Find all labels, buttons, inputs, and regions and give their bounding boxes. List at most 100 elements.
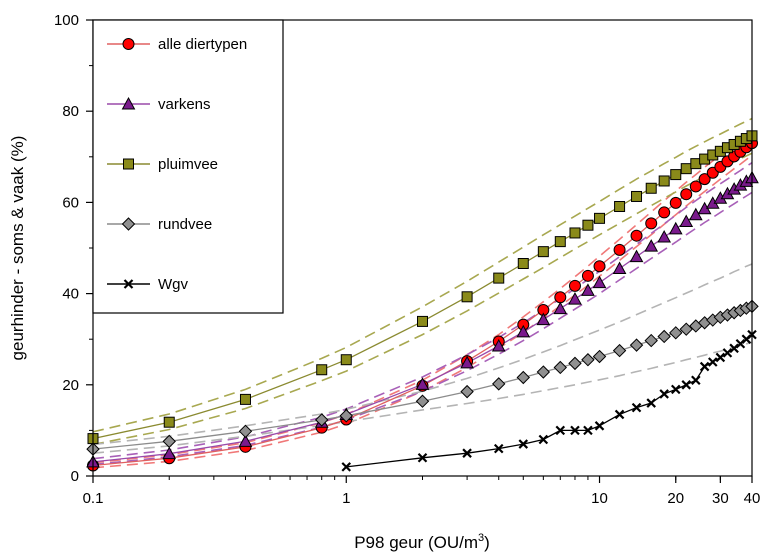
point-rundvee bbox=[536, 365, 551, 379]
point-pluimvee bbox=[340, 354, 352, 366]
point-pluimvee bbox=[658, 175, 670, 187]
point-varkens bbox=[629, 249, 644, 263]
point-pluimvee bbox=[680, 163, 692, 175]
point-alle-diertypen bbox=[669, 196, 682, 209]
point-alle-diertypen bbox=[698, 173, 711, 186]
band-upper-pluimvee bbox=[92, 117, 753, 433]
point-rundvee bbox=[568, 356, 582, 371]
legend-marker-wgv bbox=[123, 279, 134, 289]
point-pluimvee bbox=[582, 219, 594, 231]
point-rundvee bbox=[460, 384, 474, 399]
point-rundvee bbox=[657, 329, 671, 344]
point-rundvee bbox=[592, 349, 607, 364]
point-pluimvee bbox=[645, 182, 657, 194]
band-lower-alle-diertypen bbox=[92, 154, 753, 469]
point-rundvee bbox=[516, 370, 530, 385]
legend-marker-varkens bbox=[121, 96, 136, 110]
x-tick-label: 0.1 bbox=[83, 490, 104, 507]
point-varkens bbox=[536, 312, 551, 326]
legend: alle diertypen varkens pluimvee rundvee Wgv bbox=[92, 19, 284, 314]
point-alle-diertypen bbox=[645, 217, 658, 230]
point-wgv bbox=[493, 443, 504, 454]
point-rundvee bbox=[492, 377, 506, 391]
point-alle-diertypen bbox=[568, 279, 581, 292]
point-wgv bbox=[614, 409, 625, 420]
band-lower-rundvee bbox=[92, 341, 753, 454]
point-wgv bbox=[707, 357, 718, 367]
point-wgv bbox=[570, 425, 580, 436]
point-pluimvee bbox=[517, 258, 529, 270]
point-wgv bbox=[462, 448, 472, 458]
point-wgv bbox=[538, 434, 549, 445]
point-alle-diertypen bbox=[554, 291, 567, 304]
x-tick-label: 1 bbox=[342, 490, 350, 507]
point-varkens bbox=[553, 301, 568, 315]
legend-label-rundvee: rundvee bbox=[158, 216, 212, 233]
point-wgv bbox=[729, 343, 739, 354]
point-varkens bbox=[516, 324, 531, 338]
x-axis-title-superscript: 3 bbox=[478, 532, 484, 544]
point-pluimvee bbox=[417, 315, 428, 327]
point-rundvee bbox=[581, 353, 595, 367]
x-tick-label: 10 bbox=[591, 490, 608, 507]
point-alle-diertypen bbox=[581, 269, 594, 282]
x-tick-label: 20 bbox=[667, 490, 684, 507]
x-axis-title-main: P98 geur (OU/m bbox=[354, 533, 478, 552]
point-rundvee bbox=[315, 413, 329, 427]
point-varkens bbox=[568, 292, 582, 305]
point-pluimvee bbox=[239, 393, 251, 405]
point-varkens bbox=[612, 261, 627, 275]
point-rundvee bbox=[629, 338, 644, 352]
point-wgv bbox=[670, 384, 681, 395]
x-tick-label: 30 bbox=[712, 490, 729, 507]
band-upper-varkens bbox=[92, 162, 753, 460]
point-varkens bbox=[644, 239, 659, 252]
point-rundvee bbox=[679, 322, 693, 336]
point-varkens bbox=[668, 221, 683, 235]
point-pluimvee bbox=[493, 272, 505, 284]
legend-marker-rundvee bbox=[121, 217, 136, 231]
point-varkens bbox=[238, 434, 253, 447]
point-pluimvee bbox=[461, 291, 473, 303]
legend-marker-alle-diertypen bbox=[122, 38, 135, 50]
point-wgv bbox=[646, 398, 656, 408]
point-rundvee bbox=[553, 360, 567, 375]
point-pluimvee bbox=[631, 190, 643, 202]
point-pluimvee bbox=[569, 227, 581, 239]
band-lower-varkens bbox=[92, 191, 753, 466]
y-tick-label: 60 bbox=[62, 194, 79, 211]
point-wgv bbox=[631, 402, 642, 413]
point-pluimvee bbox=[537, 246, 549, 258]
point-pluimvee bbox=[163, 416, 175, 428]
point-alle-diertypen bbox=[593, 260, 606, 273]
series-markers bbox=[86, 130, 759, 472]
point-pluimvee bbox=[594, 212, 606, 224]
point-wgv bbox=[659, 389, 669, 399]
point-alle-diertypen bbox=[613, 243, 626, 256]
y-tick-label: 0 bbox=[71, 468, 79, 485]
point-alle-diertypen bbox=[680, 188, 693, 201]
point-wgv bbox=[594, 421, 605, 431]
point-wgv bbox=[583, 425, 593, 436]
point-wgv bbox=[699, 361, 710, 372]
x-tick-label: 40 bbox=[744, 490, 761, 507]
point-varkens bbox=[162, 446, 177, 460]
point-alle-diertypen bbox=[689, 180, 702, 193]
y-tick-label: 80 bbox=[62, 103, 79, 120]
point-rundvee bbox=[162, 434, 176, 449]
y-axis-title: geurhinder - soms & vaak (%) bbox=[8, 136, 27, 361]
point-varkens bbox=[415, 377, 430, 390]
point-wgv bbox=[555, 425, 566, 436]
point-wgv bbox=[681, 380, 692, 390]
point-alle-diertypen bbox=[658, 206, 671, 219]
y-tick-label: 40 bbox=[62, 286, 79, 303]
point-varkens bbox=[679, 214, 694, 228]
point-rundvee bbox=[339, 409, 353, 423]
point-rundvee bbox=[238, 424, 253, 439]
point-pluimvee bbox=[670, 169, 682, 181]
point-varkens bbox=[657, 230, 672, 243]
point-wgv bbox=[417, 452, 428, 463]
legend-marker-pluimvee bbox=[123, 158, 134, 170]
legend-label-alle-diertypen: alle diertypen bbox=[158, 36, 247, 53]
